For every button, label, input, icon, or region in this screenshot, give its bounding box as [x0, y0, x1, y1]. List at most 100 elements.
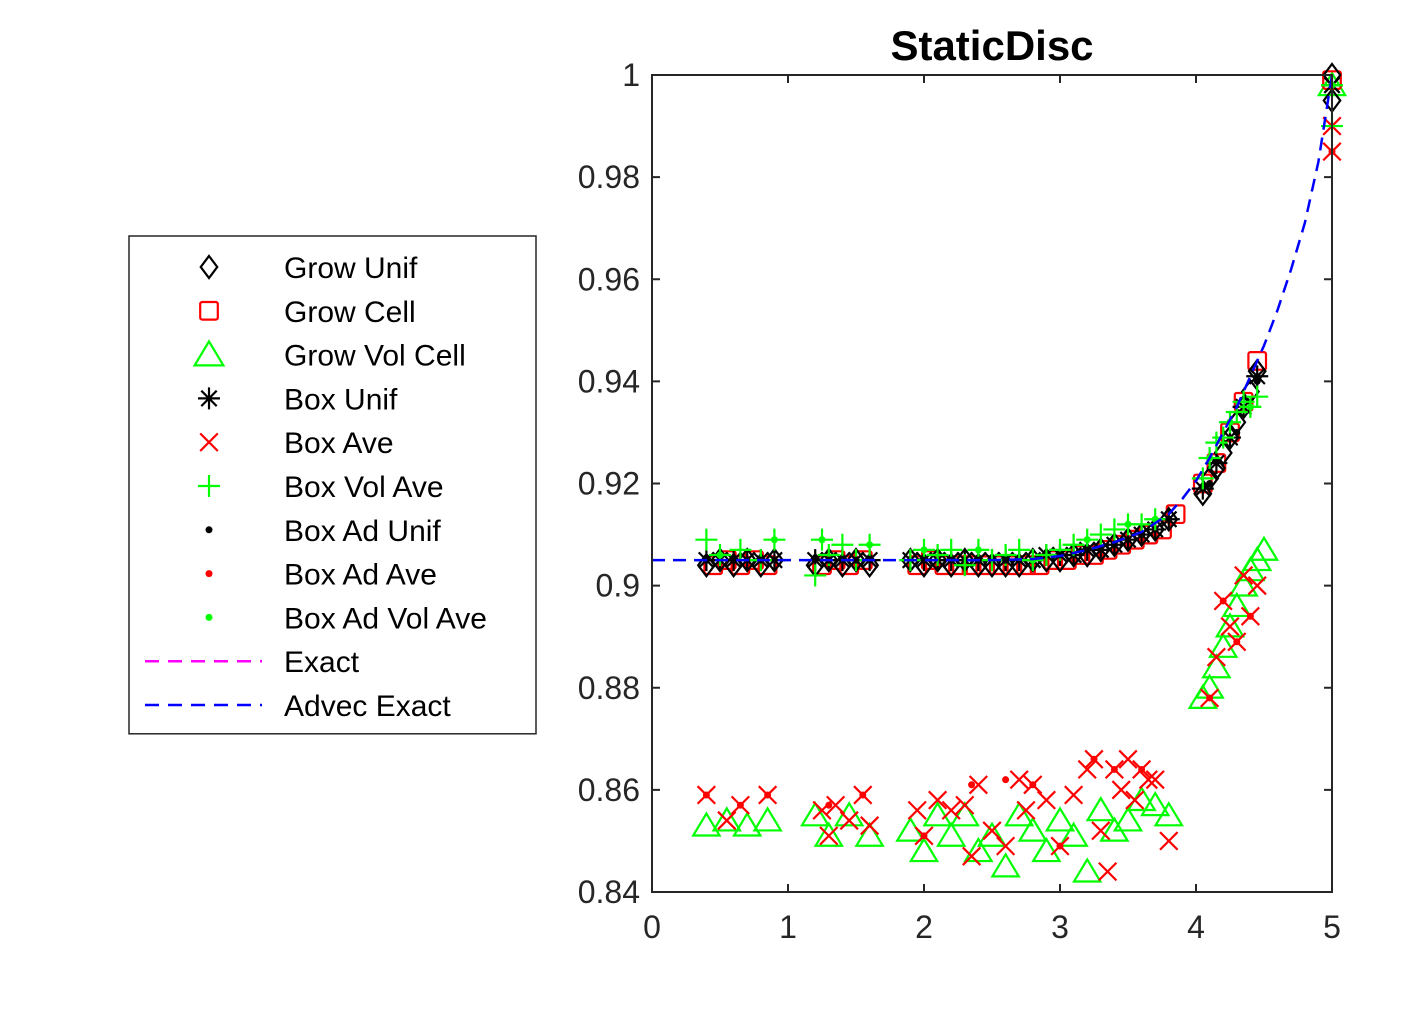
data-point — [1002, 556, 1010, 564]
legend-label: Grow Vol Cell — [284, 340, 466, 373]
dot-marker — [825, 801, 833, 809]
data-point — [922, 801, 953, 827]
x-tick-label: 2 — [915, 909, 933, 945]
legend-item: Grow Unif — [199, 252, 418, 285]
data-point — [995, 552, 1016, 579]
triangle-marker — [1085, 796, 1116, 822]
x-stroke — [1145, 770, 1165, 790]
dot-marker — [1246, 403, 1254, 411]
diamond-marker — [1206, 455, 1227, 482]
triangle-marker — [1112, 806, 1144, 832]
legend-item: Exact — [145, 646, 360, 679]
data-point — [1072, 857, 1103, 883]
data-point — [976, 821, 1008, 847]
x-stroke — [996, 836, 1016, 856]
data-point — [1125, 790, 1145, 810]
asterisk-stroke — [1207, 454, 1225, 472]
legend-item: Grow Vol Cell — [192, 339, 466, 373]
data-point — [1206, 455, 1227, 482]
x-stroke — [1118, 749, 1138, 769]
triangle-marker — [1248, 535, 1280, 561]
data-point — [1233, 428, 1241, 436]
legend-item: Box Ad Ave — [205, 559, 437, 592]
y-tick-label: 0.98 — [578, 159, 640, 195]
dot-marker — [205, 526, 213, 534]
dot-marker — [920, 556, 928, 564]
data-point — [1002, 555, 1023, 576]
dot-marker — [736, 801, 744, 809]
series-line-advec-exact — [652, 74, 1334, 562]
data-point — [1031, 836, 1062, 863]
x-stroke — [1138, 770, 1158, 790]
triangle-marker — [1140, 790, 1171, 817]
data-point — [1044, 806, 1076, 832]
dot-marker — [859, 791, 867, 799]
dot-marker — [1233, 638, 1241, 646]
data-point — [1206, 694, 1214, 702]
square-marker — [975, 555, 996, 576]
square-marker — [1043, 550, 1064, 570]
data-point — [1083, 546, 1091, 554]
diamond-marker — [199, 254, 219, 280]
legend-marker-sample — [198, 387, 220, 410]
legend-label: Box Ad Ave — [284, 559, 437, 592]
dot-marker — [1206, 480, 1214, 487]
x-stroke — [860, 816, 880, 836]
data-point — [717, 810, 737, 831]
data-point — [1208, 632, 1239, 658]
diamond-marker — [859, 552, 880, 579]
data-point — [852, 556, 860, 564]
axis-ticks: 0 1 2 3 4 5 0.84 0.86 0.88 0.9 0.92 0.94 0.96 0.98 1 — [578, 57, 1341, 945]
data-point — [813, 821, 844, 847]
data-point — [955, 795, 975, 815]
dot-marker — [852, 556, 860, 564]
data-point — [831, 533, 854, 556]
data-point — [711, 806, 742, 832]
square-marker — [988, 555, 1009, 576]
triangle-marker — [1072, 857, 1103, 883]
x-stroke — [1036, 790, 1056, 810]
data-point — [1004, 801, 1035, 827]
dot-marker — [866, 541, 874, 549]
data-point — [928, 790, 948, 810]
legend-item: Box Unif — [198, 383, 398, 416]
dot-marker — [1083, 546, 1091, 554]
dot-marker — [1002, 556, 1010, 564]
data-point — [764, 791, 772, 799]
y-tick-label: 0.84 — [578, 874, 640, 910]
data-point — [1246, 403, 1254, 411]
triangle-marker — [800, 801, 831, 827]
data-point — [1234, 565, 1254, 585]
dot-marker — [205, 613, 213, 621]
triangle-marker — [752, 806, 783, 832]
series-box-ad-ave — [702, 148, 1336, 850]
legend-marker-sample — [205, 613, 213, 621]
data-point — [866, 541, 874, 549]
x-stroke — [1234, 565, 1254, 585]
legend-item: Box Ad Vol Ave — [205, 602, 487, 635]
x-tick-label: 4 — [1187, 909, 1205, 945]
data-point — [695, 528, 718, 551]
data-point — [953, 554, 976, 577]
data-point — [854, 821, 885, 847]
dot-marker — [1124, 520, 1132, 528]
data-point — [974, 546, 982, 554]
data-point — [819, 826, 839, 846]
dot-marker — [1090, 755, 1098, 763]
dot-marker — [1138, 765, 1146, 773]
data-point — [1103, 518, 1126, 541]
data-point — [968, 781, 976, 789]
diamond-marker — [995, 552, 1016, 579]
legend-label: Grow Unif — [284, 252, 418, 285]
data-point — [1083, 536, 1091, 544]
data-point — [1111, 780, 1131, 800]
data-point — [926, 543, 949, 566]
data-point — [818, 536, 826, 544]
dot-marker — [764, 791, 772, 799]
triangle-marker — [936, 821, 967, 847]
triangle-marker — [813, 821, 844, 847]
series-box-ad-unif — [702, 81, 1336, 564]
y-tick-label: 0.92 — [578, 466, 640, 502]
dot-marker — [1110, 765, 1118, 773]
